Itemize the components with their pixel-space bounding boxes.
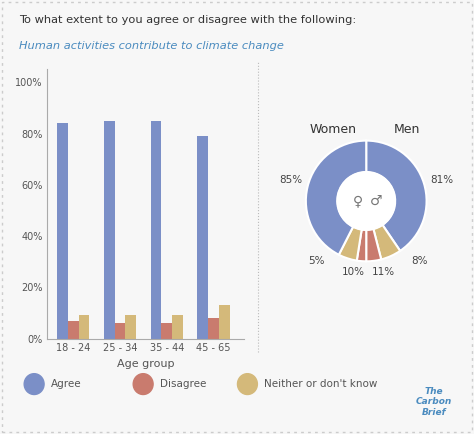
Bar <box>197 136 208 339</box>
Bar <box>208 318 219 339</box>
Text: Agree: Agree <box>51 379 82 389</box>
Text: The
Carbon
Brief: The Carbon Brief <box>416 387 452 417</box>
Text: 11%: 11% <box>372 266 395 276</box>
Text: To what extent to you agree or disagree with the following:: To what extent to you agree or disagree … <box>19 15 356 25</box>
Bar <box>115 323 125 339</box>
Bar <box>104 121 115 339</box>
Bar <box>161 323 172 339</box>
Bar <box>172 316 183 339</box>
Wedge shape <box>366 229 381 261</box>
Text: ♀: ♀ <box>353 194 364 208</box>
Bar <box>68 321 79 339</box>
Text: 81%: 81% <box>430 175 453 185</box>
Bar <box>151 121 161 339</box>
Wedge shape <box>306 141 366 255</box>
X-axis label: Age group: Age group <box>117 359 174 369</box>
Text: Neither or don't know: Neither or don't know <box>264 379 378 389</box>
Text: ♂: ♂ <box>370 194 382 208</box>
Wedge shape <box>374 225 400 260</box>
Wedge shape <box>366 141 427 251</box>
Text: Disagree: Disagree <box>160 379 207 389</box>
Text: 8%: 8% <box>411 256 428 266</box>
Text: Human activities contribute to climate change: Human activities contribute to climate c… <box>19 41 284 51</box>
Bar <box>79 316 89 339</box>
Text: Women: Women <box>310 123 356 136</box>
Text: 5%: 5% <box>309 256 325 266</box>
Text: Men: Men <box>394 123 420 136</box>
Text: 10%: 10% <box>341 266 365 276</box>
Circle shape <box>337 172 395 230</box>
Wedge shape <box>357 230 366 261</box>
Text: 85%: 85% <box>279 175 302 185</box>
Wedge shape <box>339 227 362 260</box>
Bar <box>125 316 136 339</box>
Bar <box>219 305 229 339</box>
Bar <box>57 123 68 339</box>
